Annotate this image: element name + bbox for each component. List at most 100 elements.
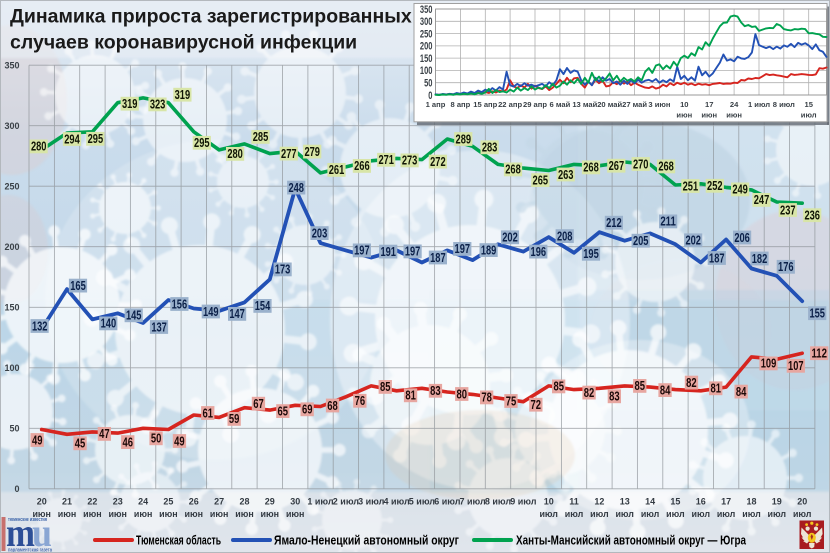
svg-text:300: 300 [420, 16, 433, 28]
svg-text:Ханты-Мансийский автономный ок: Ханты-Мансийский автономный округ — Югра [516, 533, 747, 548]
svg-text:29: 29 [265, 497, 275, 507]
svg-text:u: u [32, 510, 52, 553]
svg-text:81: 81 [711, 382, 722, 396]
svg-text:49: 49 [174, 434, 185, 448]
svg-text:112: 112 [811, 347, 827, 361]
svg-text:Ямало-Ненецкий автономный окру: Ямало-Ненецкий автономный округ [274, 533, 459, 548]
svg-text:июн: июн [676, 111, 692, 120]
svg-text:15 апр: 15 апр [473, 100, 497, 109]
svg-text:350: 350 [4, 60, 19, 70]
svg-text:270: 270 [633, 157, 649, 171]
svg-text:319: 319 [175, 88, 191, 102]
svg-text:45: 45 [75, 437, 86, 451]
svg-text:205: 205 [633, 234, 649, 248]
svg-text:263: 263 [558, 168, 574, 182]
svg-text:250: 250 [420, 28, 433, 40]
svg-text:236: 236 [804, 209, 820, 223]
svg-text:июн: июн [210, 509, 229, 519]
svg-text:78: 78 [481, 391, 492, 405]
svg-text:июл: июл [742, 509, 761, 519]
svg-text:0: 0 [428, 90, 432, 102]
svg-text:июл: июл [565, 509, 584, 519]
svg-text:280: 280 [227, 147, 243, 161]
svg-text:165: 165 [70, 279, 86, 293]
svg-text:85: 85 [553, 380, 564, 394]
svg-text:100: 100 [4, 363, 19, 373]
svg-text:261: 261 [329, 163, 345, 177]
svg-text:202: 202 [685, 234, 701, 248]
svg-text:случаев коронавирусной инфекци: случаев коронавирусной инфекции [10, 32, 357, 54]
svg-text:267: 267 [609, 159, 625, 173]
svg-text:82: 82 [686, 376, 697, 390]
svg-text:83: 83 [609, 390, 620, 404]
svg-text:251: 251 [683, 179, 699, 193]
svg-text:июл: июл [801, 111, 817, 120]
svg-text:81: 81 [405, 389, 416, 403]
svg-text:49: 49 [32, 433, 43, 447]
svg-text:23: 23 [113, 497, 123, 507]
svg-text:27: 27 [214, 497, 224, 507]
svg-text:июл: июл [717, 509, 736, 519]
svg-text:154: 154 [255, 299, 271, 313]
svg-text:9 июл: 9 июл [510, 497, 537, 507]
svg-text:69: 69 [302, 403, 313, 417]
svg-text:300: 300 [4, 121, 19, 131]
svg-text:20 май: 20 май [597, 100, 622, 109]
svg-text:25: 25 [163, 497, 173, 507]
svg-text:196: 196 [531, 245, 547, 259]
svg-text:июн: июн [83, 509, 102, 519]
svg-text:24: 24 [730, 100, 739, 109]
svg-text:202: 202 [502, 231, 518, 245]
svg-text:тюменские известия: тюменские известия [8, 517, 47, 523]
svg-text:28: 28 [239, 497, 249, 507]
svg-text:июл: июл [666, 509, 685, 519]
svg-text:50: 50 [9, 424, 19, 434]
svg-text:Тюменская область: Тюменская область [136, 533, 221, 548]
svg-text:июн: июн [58, 509, 77, 519]
svg-text:279: 279 [304, 145, 320, 159]
svg-text:137: 137 [151, 320, 167, 334]
svg-text:22 апр: 22 апр [498, 100, 522, 109]
svg-text:140: 140 [101, 317, 117, 331]
svg-text:252: 252 [707, 179, 723, 193]
svg-text:323: 323 [150, 98, 166, 112]
svg-text:июл: июл [768, 509, 787, 519]
svg-text:85: 85 [634, 379, 645, 393]
svg-text:208: 208 [557, 229, 573, 243]
svg-text:132: 132 [32, 319, 48, 333]
svg-text:10: 10 [544, 497, 554, 507]
svg-text:67: 67 [253, 397, 264, 411]
svg-text:июл: июл [615, 509, 634, 519]
svg-text:21: 21 [62, 497, 72, 507]
svg-text:20: 20 [797, 497, 807, 507]
svg-text:июн: июн [726, 111, 742, 120]
svg-text:1 июл: 1 июл [307, 497, 334, 507]
svg-text:155: 155 [809, 307, 825, 321]
svg-text:80: 80 [457, 387, 468, 401]
svg-text:2 июл: 2 июл [333, 497, 360, 507]
svg-text:268: 268 [505, 163, 521, 177]
svg-text:206: 206 [734, 231, 750, 245]
svg-text:82: 82 [584, 386, 595, 400]
svg-text:Динамика прироста зарегистриро: Динамика прироста зарегистрированных [10, 6, 412, 28]
svg-text:147: 147 [229, 307, 245, 321]
svg-text:350: 350 [420, 4, 433, 16]
svg-text:14: 14 [645, 497, 655, 507]
svg-text:265: 265 [533, 173, 549, 187]
svg-text:237: 237 [780, 203, 796, 217]
svg-text:июн: июн [32, 509, 51, 519]
svg-text:273: 273 [402, 154, 418, 168]
svg-text:50: 50 [151, 432, 162, 446]
svg-text:16: 16 [696, 497, 706, 507]
svg-text:1 апр: 1 апр [426, 100, 446, 109]
svg-text:6 май: 6 май [550, 100, 571, 109]
svg-text:277: 277 [281, 147, 297, 161]
svg-text:июл: июл [590, 509, 609, 519]
svg-text:59: 59 [229, 412, 240, 426]
svg-text:13: 13 [620, 497, 630, 507]
svg-text:46: 46 [122, 435, 133, 449]
svg-text:6 июл: 6 июл [434, 497, 461, 507]
svg-text:1 июл: 1 июл [748, 100, 770, 109]
svg-text:150: 150 [4, 303, 19, 313]
svg-text:10: 10 [680, 100, 688, 109]
